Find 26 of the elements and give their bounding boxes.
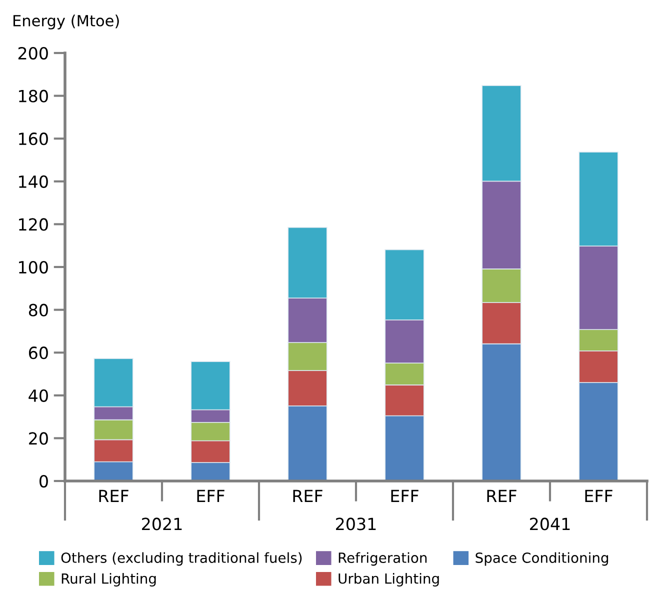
legend-label: Refrigeration (338, 552, 427, 566)
legend-label: Others (excluding traditional fuels) (61, 552, 302, 566)
legend-label: Rural Lighting (62, 573, 156, 586)
x-tick-label: EFF (197, 490, 224, 502)
legend-label: Space Conditioning (476, 552, 608, 566)
text: 2041 (530, 518, 570, 530)
y-tick-label: 160 (19, 132, 48, 146)
x-tick-label: REF (99, 490, 128, 502)
y-tick-label: 60 (28, 346, 48, 360)
y-tick-label: 40 (28, 389, 48, 402)
x-tick-label: REF (293, 490, 322, 502)
text: 2031 (336, 518, 376, 530)
y-tick-label: 80 (28, 304, 48, 316)
legend-label: Urban Lighting (338, 573, 439, 586)
y-tick-label: 180 (19, 90, 48, 102)
x-tick-label: EFF (391, 490, 418, 502)
y-tick-label: 200 (18, 46, 48, 60)
y-tick-label: 100 (19, 260, 48, 274)
x-tick-label: EFF (585, 490, 612, 502)
text: 2021 (142, 518, 182, 530)
y-axis-title: Energy (Mtoe) (14, 14, 119, 30)
y-tick-label: 20 (29, 432, 48, 445)
y-tick-label: 120 (19, 218, 48, 231)
y-tick-label: 140 (19, 175, 48, 188)
x-tick-label: REF (487, 490, 516, 502)
y-tick-label: 0 (40, 474, 48, 488)
